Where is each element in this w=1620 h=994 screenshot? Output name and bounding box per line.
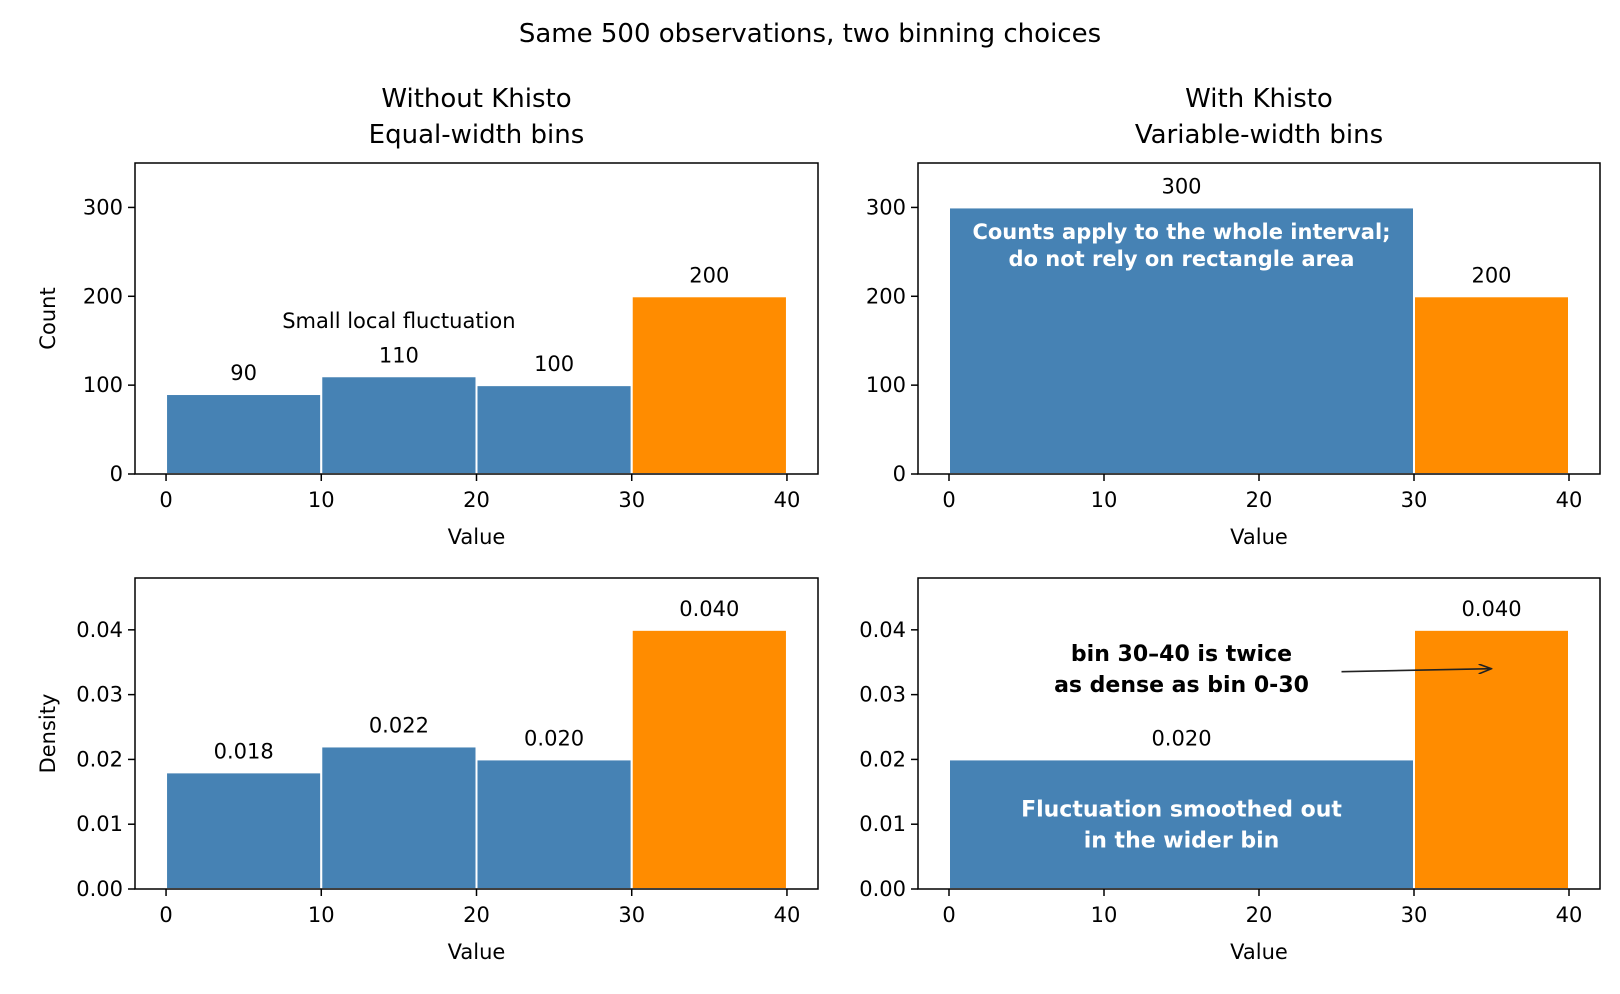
- y-axis-label: Density: [36, 694, 60, 774]
- x-tick-label: 40: [1556, 903, 1583, 927]
- annotation-2: bin 30–40 is twice as dense as bin 0-30: [1054, 642, 1309, 698]
- data-label: 0.018: [214, 739, 274, 763]
- data-label: 90: [230, 361, 257, 385]
- bar-2: [1413, 295, 1570, 475]
- data-label: 0.040: [1461, 597, 1521, 621]
- annotation-1-line: Counts apply to the whole interval;: [972, 220, 1390, 244]
- x-tick-label: 10: [308, 903, 335, 927]
- annotation-1-line: Fluctuation smoothed out: [1021, 797, 1342, 822]
- y-tick-label: 0.01: [859, 812, 906, 836]
- data-label: 0.020: [1151, 726, 1211, 750]
- bar-2: [320, 745, 478, 890]
- annotation-1: Fluctuation smoothed out in the wider bin: [1021, 797, 1342, 853]
- panel-title-line: Without Khisto: [381, 84, 571, 114]
- y-tick-label: 0: [893, 462, 906, 486]
- x-tick-label: 0: [942, 488, 955, 512]
- y-tick-label: 100: [866, 373, 906, 397]
- annotation-arrow: [1341, 669, 1492, 672]
- data-label: 100: [534, 352, 574, 376]
- annotation-2-line: bin 30–40 is twice: [1071, 642, 1292, 667]
- x-tick-label: 30: [1401, 903, 1428, 927]
- y-tick-label: 300: [83, 195, 123, 219]
- panel-title-line: Variable-width bins: [1135, 120, 1383, 150]
- panel-title-line: With Khisto: [1185, 84, 1333, 114]
- panel-4: 0.020 0.040 0 10 20 30 40 0.00 0.01 0.02 0.03 0.04 V…: [859, 577, 1601, 964]
- data-label: 300: [1161, 174, 1201, 198]
- x-tick-label: 30: [618, 903, 645, 927]
- x-tick-label: 20: [463, 903, 490, 927]
- bar-4: [630, 295, 788, 475]
- x-tick-label: 40: [1556, 488, 1583, 512]
- x-tick-label: 10: [308, 488, 335, 512]
- annotation-1-line: do not rely on rectangle area: [1009, 247, 1355, 271]
- y-tick-label: 200: [866, 284, 906, 308]
- y-tick-label: 0.04: [76, 618, 123, 642]
- panel-title: Without Khisto Equal-width bins: [369, 84, 585, 150]
- panel-title-line: Equal-width bins: [369, 120, 585, 150]
- bar-3: [475, 758, 633, 891]
- y-tick-label: 200: [83, 284, 123, 308]
- bar-2: [320, 375, 478, 475]
- y-tick-label: 100: [83, 373, 123, 397]
- bar-1: [165, 393, 323, 475]
- bar-1: [948, 758, 1415, 891]
- y-tick-label: 0: [110, 462, 123, 486]
- data-label: 200: [689, 263, 729, 287]
- x-tick-label: 0: [159, 903, 172, 927]
- y-tick-label: 0.03: [859, 683, 906, 707]
- x-axis-label: Value: [1230, 940, 1288, 964]
- x-tick-label: 40: [774, 488, 801, 512]
- annotation-1-line: in the wider bin: [1084, 828, 1280, 853]
- annotation-2-line: as dense as bin 0-30: [1054, 673, 1309, 698]
- bar-1: [165, 771, 323, 890]
- x-tick-label: 10: [1091, 903, 1118, 927]
- y-axis-label: Count: [36, 287, 60, 349]
- y-tick-label: 0.00: [76, 877, 123, 901]
- x-tick-label: 20: [1246, 903, 1273, 927]
- data-label: 0.040: [679, 597, 739, 621]
- annotation-1-line: Small local fluctuation: [282, 309, 515, 333]
- data-label: 110: [379, 343, 419, 367]
- bar-3: [475, 384, 633, 475]
- x-axis-label: Value: [448, 525, 506, 549]
- data-label: 200: [1471, 263, 1511, 287]
- y-tick-label: 0.02: [76, 747, 123, 771]
- x-tick-label: 10: [1091, 488, 1118, 512]
- x-tick-label: 40: [774, 903, 801, 927]
- figure-title: Same 500 observations, two binning choic…: [519, 19, 1101, 49]
- annotation-1: Counts apply to the whole interval; do no…: [972, 220, 1390, 271]
- panel-title: With Khisto Variable-width bins: [1135, 84, 1383, 150]
- x-tick-label: 30: [618, 488, 645, 512]
- y-tick-label: 0.03: [76, 683, 123, 707]
- x-tick-label: 0: [942, 903, 955, 927]
- bar-4: [630, 628, 788, 890]
- x-axis-label: Value: [448, 940, 506, 964]
- y-tick-label: 0.04: [859, 618, 906, 642]
- data-label: 0.022: [369, 713, 429, 737]
- x-axis-label: Value: [1230, 525, 1288, 549]
- data-label: 0.020: [524, 726, 584, 750]
- x-tick-label: 20: [1246, 488, 1273, 512]
- x-tick-label: 0: [159, 488, 172, 512]
- panel-3: 0.018 0.022 0.020 0.040 0 10 20 30 40 0.00 0.01 0.0…: [36, 577, 819, 964]
- x-tick-label: 30: [1401, 488, 1428, 512]
- y-tick-label: 0.00: [859, 877, 906, 901]
- y-tick-label: 0.02: [859, 747, 906, 771]
- x-tick-label: 20: [463, 488, 490, 512]
- y-tick-label: 0.01: [76, 812, 123, 836]
- annotation-1: Small local fluctuation: [282, 309, 515, 333]
- y-tick-label: 300: [866, 195, 906, 219]
